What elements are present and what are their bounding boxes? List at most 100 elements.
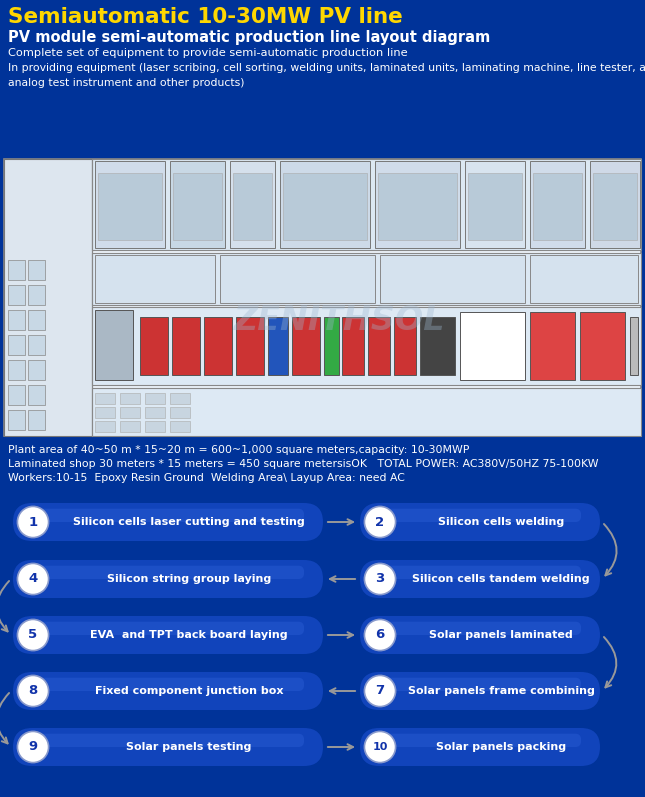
Text: Silicon cells welding: Silicon cells welding: [438, 517, 564, 527]
Text: Plant area of 40~50 m * 15~20 m = 600~1,000 square meters,capacity: 10-30MWP: Plant area of 40~50 m * 15~20 m = 600~1,…: [8, 445, 470, 455]
Text: Solar panels frame combining: Solar panels frame combining: [408, 686, 595, 696]
FancyBboxPatch shape: [28, 385, 45, 405]
Circle shape: [17, 675, 48, 707]
FancyBboxPatch shape: [28, 335, 45, 355]
FancyBboxPatch shape: [28, 360, 45, 380]
FancyBboxPatch shape: [342, 317, 364, 375]
Text: Silicon cells laser cutting and testing: Silicon cells laser cutting and testing: [73, 517, 305, 527]
Text: Solar panels packing: Solar panels packing: [436, 742, 566, 752]
FancyBboxPatch shape: [92, 159, 641, 250]
FancyBboxPatch shape: [170, 407, 190, 418]
FancyBboxPatch shape: [379, 508, 581, 522]
FancyBboxPatch shape: [378, 173, 457, 240]
FancyBboxPatch shape: [230, 161, 275, 248]
Circle shape: [17, 563, 48, 595]
Circle shape: [17, 732, 48, 763]
Text: 7: 7: [375, 685, 384, 697]
Text: 4: 4: [28, 572, 37, 586]
FancyBboxPatch shape: [8, 310, 25, 330]
FancyBboxPatch shape: [360, 672, 600, 710]
FancyBboxPatch shape: [8, 285, 25, 305]
FancyBboxPatch shape: [95, 310, 133, 380]
Circle shape: [364, 563, 395, 595]
FancyBboxPatch shape: [145, 407, 165, 418]
FancyBboxPatch shape: [173, 173, 222, 240]
Circle shape: [17, 506, 48, 538]
FancyBboxPatch shape: [379, 566, 581, 579]
Text: Semiautomatic 10-30MW PV line: Semiautomatic 10-30MW PV line: [8, 7, 402, 27]
Text: Fixed component junction box: Fixed component junction box: [95, 686, 283, 696]
FancyBboxPatch shape: [13, 560, 323, 598]
FancyBboxPatch shape: [533, 173, 582, 240]
FancyBboxPatch shape: [360, 728, 600, 766]
Text: PV module semi-automatic production line layout diagram: PV module semi-automatic production line…: [8, 30, 490, 45]
FancyBboxPatch shape: [4, 159, 641, 436]
Text: 5: 5: [28, 629, 37, 642]
FancyBboxPatch shape: [170, 421, 190, 432]
FancyBboxPatch shape: [92, 307, 641, 385]
Text: 1: 1: [28, 516, 37, 528]
FancyBboxPatch shape: [4, 159, 92, 436]
FancyBboxPatch shape: [630, 317, 638, 375]
FancyBboxPatch shape: [32, 508, 304, 522]
Text: ZENITHSOL: ZENITHSOL: [234, 304, 446, 336]
Circle shape: [364, 675, 395, 707]
FancyBboxPatch shape: [32, 566, 304, 579]
FancyBboxPatch shape: [220, 255, 375, 303]
Circle shape: [364, 732, 395, 763]
Text: Complete set of equipment to provide semi-automatic production line: Complete set of equipment to provide sem…: [8, 48, 408, 58]
FancyBboxPatch shape: [120, 393, 140, 404]
FancyBboxPatch shape: [379, 677, 581, 691]
FancyBboxPatch shape: [170, 161, 225, 248]
Text: analog test instrument and other products): analog test instrument and other product…: [8, 78, 244, 88]
FancyBboxPatch shape: [95, 421, 115, 432]
FancyBboxPatch shape: [530, 255, 638, 303]
FancyBboxPatch shape: [145, 393, 165, 404]
FancyBboxPatch shape: [379, 622, 581, 635]
Text: 9: 9: [28, 740, 37, 753]
Text: 3: 3: [375, 572, 384, 586]
Text: Silicon string group laying: Silicon string group laying: [107, 574, 271, 584]
FancyBboxPatch shape: [8, 360, 25, 380]
FancyBboxPatch shape: [593, 173, 637, 240]
Text: 2: 2: [375, 516, 384, 528]
FancyBboxPatch shape: [530, 312, 575, 380]
FancyBboxPatch shape: [95, 393, 115, 404]
Text: Workers:10-15  Epoxy Resin Ground  Welding Area\ Layup Area: need AC: Workers:10-15 Epoxy Resin Ground Welding…: [8, 473, 405, 483]
FancyBboxPatch shape: [280, 161, 370, 248]
Text: Silicon cells tandem welding: Silicon cells tandem welding: [412, 574, 590, 584]
FancyBboxPatch shape: [32, 622, 304, 635]
FancyBboxPatch shape: [368, 317, 390, 375]
FancyBboxPatch shape: [465, 161, 525, 248]
FancyBboxPatch shape: [13, 616, 323, 654]
FancyBboxPatch shape: [28, 410, 45, 430]
Circle shape: [364, 506, 395, 538]
FancyBboxPatch shape: [32, 677, 304, 691]
FancyBboxPatch shape: [375, 161, 460, 248]
Text: 6: 6: [375, 629, 384, 642]
FancyBboxPatch shape: [28, 260, 45, 280]
FancyBboxPatch shape: [268, 317, 288, 375]
FancyBboxPatch shape: [379, 734, 581, 747]
FancyBboxPatch shape: [380, 255, 525, 303]
FancyBboxPatch shape: [13, 672, 323, 710]
FancyBboxPatch shape: [460, 312, 525, 380]
FancyBboxPatch shape: [292, 317, 320, 375]
FancyBboxPatch shape: [172, 317, 200, 375]
FancyBboxPatch shape: [92, 253, 641, 305]
Text: In providing equipment (laser scribing, cell sorting, welding units, laminated u: In providing equipment (laser scribing, …: [8, 63, 645, 73]
FancyBboxPatch shape: [204, 317, 232, 375]
FancyBboxPatch shape: [324, 317, 339, 375]
FancyBboxPatch shape: [468, 173, 522, 240]
FancyBboxPatch shape: [28, 310, 45, 330]
FancyBboxPatch shape: [530, 161, 585, 248]
Text: Laminated shop 30 meters * 15 meters = 450 square metersisOK   TOTAL POWER: AC38: Laminated shop 30 meters * 15 meters = 4…: [8, 459, 599, 469]
FancyBboxPatch shape: [283, 173, 367, 240]
FancyBboxPatch shape: [8, 385, 25, 405]
Text: Solar panels testing: Solar panels testing: [126, 742, 252, 752]
FancyBboxPatch shape: [98, 173, 162, 240]
Circle shape: [364, 619, 395, 650]
FancyBboxPatch shape: [360, 560, 600, 598]
FancyBboxPatch shape: [360, 616, 600, 654]
Text: 8: 8: [28, 685, 37, 697]
